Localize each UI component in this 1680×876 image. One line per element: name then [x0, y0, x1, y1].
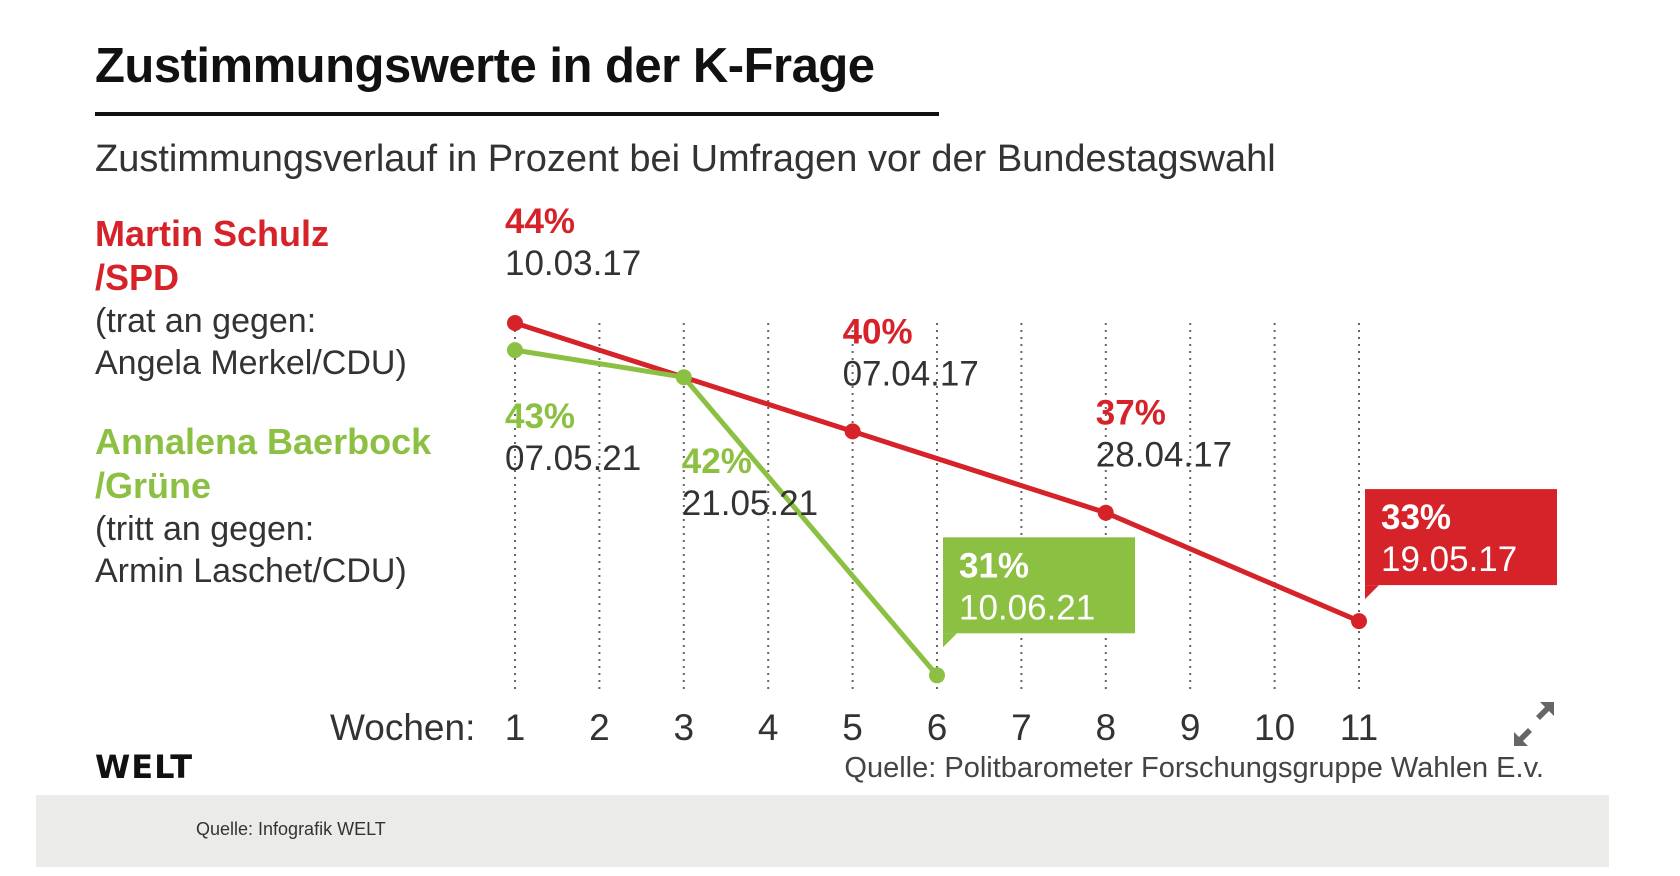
legend-gruene-note-1: (tritt an gegen: [95, 510, 315, 548]
date-label-gruene-week-6: 10.06.21 [959, 588, 1095, 627]
x-tick-label-1: 1 [505, 707, 526, 748]
label-box-spd-week-11 [1365, 489, 1557, 586]
legend-spd-name-2: /SPD [95, 257, 180, 298]
expand-arrows-icon[interactable] [1510, 700, 1558, 748]
welt-logo: WELT [95, 748, 194, 786]
label-box-pointer-spd-week-11 [1365, 585, 1379, 600]
value-label-spd-week-11: 33% [1381, 498, 1451, 537]
x-tick-label-5: 5 [842, 707, 863, 748]
value-label-gruene-week-6: 31% [959, 546, 1029, 585]
date-label-spd-week-8: 28.04.17 [1096, 436, 1232, 475]
data-point-spd-week-1 [507, 315, 523, 331]
x-axis-label: Wochen: [330, 707, 475, 748]
x-tick-label-8: 8 [1096, 707, 1117, 748]
legend-gruene-name-1: Annalena Baerbock [95, 421, 432, 462]
x-tick-label-4: 4 [758, 707, 779, 748]
legend-gruene-note-2: Armin Laschet/CDU) [95, 552, 407, 590]
x-tick-label-2: 2 [589, 707, 610, 748]
x-tick-label-3: 3 [674, 707, 695, 748]
value-label-spd-week-1: 44% [505, 202, 575, 241]
value-label-gruene-week-3: 42% [682, 442, 752, 481]
label-box-gruene-week-6 [943, 537, 1135, 634]
date-label-gruene-week-1: 07.05.21 [505, 439, 641, 478]
date-label-spd-week-1: 10.03.17 [505, 244, 641, 283]
chart-subtitle: Zustimmungsverlauf in Prozent bei Umfrag… [95, 138, 1276, 180]
legend-spd: Martin Schulz /SPD (trat an gegen: Angel… [95, 212, 407, 384]
legend-spd-note-2: Angela Merkel/CDU) [95, 344, 407, 382]
data-point-spd-week-5 [844, 423, 861, 440]
x-tick-label-11: 11 [1340, 707, 1378, 748]
date-label-spd-week-11: 19.05.17 [1381, 540, 1517, 579]
value-label-gruene-week-1: 43% [505, 397, 575, 436]
legend-spd-note-1: (trat an gegen: [95, 302, 317, 340]
chart-title: Zustimmungswerte in der K-Frage [95, 39, 875, 93]
data-point-gruene-week-1 [507, 342, 523, 359]
caption-bar: Quelle: Infografik WELT [36, 795, 1609, 867]
value-label-spd-week-8: 37% [1096, 394, 1166, 433]
data-point-gruene-week-6 [929, 667, 945, 684]
label-box-pointer-gruene-week-6 [943, 633, 957, 648]
value-label-spd-week-5: 40% [843, 312, 913, 351]
caption-text: Quelle: Infografik WELT [196, 819, 386, 839]
x-tick-label-6: 6 [927, 707, 948, 748]
x-tick-label-9: 9 [1180, 707, 1201, 748]
legend-spd-name-1: Martin Schulz [95, 213, 330, 254]
date-label-gruene-week-3: 21.05.21 [682, 484, 818, 523]
legend-gruene: Annalena Baerbock /Grüne (tritt an gegen… [95, 420, 431, 592]
source-note: Quelle: Politbarometer Forschungsgruppe … [844, 752, 1544, 784]
title-underline [95, 112, 939, 116]
data-point-spd-week-11 [1351, 613, 1367, 630]
x-tick-label-10: 10 [1254, 707, 1295, 748]
x-tick-label-7: 7 [1011, 707, 1032, 748]
data-point-gruene-week-3 [675, 369, 692, 386]
data-point-spd-week-8 [1097, 504, 1114, 521]
date-label-spd-week-5: 07.04.17 [843, 354, 979, 393]
legend-gruene-name-2: /Grüne [95, 465, 212, 506]
